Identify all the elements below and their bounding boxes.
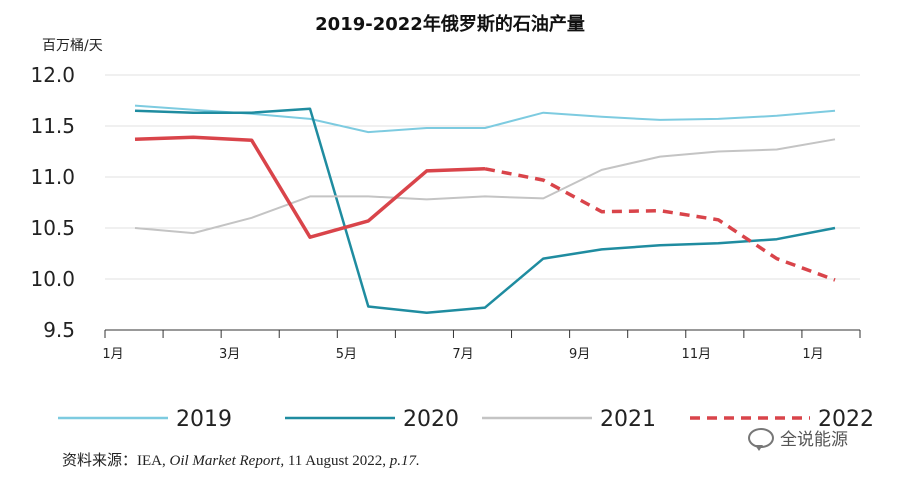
source-report: Oil Market Report, xyxy=(169,453,285,469)
x-tick-label: 1月 xyxy=(102,347,123,362)
chart-title: 2019-2022年俄罗斯的石油产量 xyxy=(315,13,585,35)
y-tick-label: 10.0 xyxy=(30,267,75,291)
x-tick-label: 9月 xyxy=(569,347,590,362)
x-tick-label: 3月 xyxy=(219,347,240,362)
source-org: IEA, xyxy=(137,453,170,469)
y-tick-label: 10.5 xyxy=(30,216,75,240)
x-tick-label: 1月 xyxy=(802,347,823,362)
source-date: 11 August 2022, xyxy=(284,453,390,469)
series-line-2019 xyxy=(134,104,836,134)
x-tick-label: 5月 xyxy=(336,347,357,362)
legend-label-2020: 2020 xyxy=(403,407,459,432)
y-axis-label: 百万桶/天 xyxy=(42,38,103,54)
series-line-2021 xyxy=(134,138,836,235)
source-note: 资料来源：IEA, Oil Market Report, 11 August 2… xyxy=(62,449,420,470)
chat-bubble-icon xyxy=(748,427,774,451)
source-prefix: 资料来源： xyxy=(62,453,138,469)
y-tick-label: 11.0 xyxy=(30,165,75,189)
series-line-2020 xyxy=(134,107,836,314)
x-tick-label: 11月 xyxy=(682,347,712,362)
y-tick-label: 11.5 xyxy=(30,114,75,138)
legend-label-2019: 2019 xyxy=(176,407,232,432)
x-tick-label: 7月 xyxy=(452,347,473,362)
y-tick-label: 12.0 xyxy=(30,63,75,87)
series-line-2022 xyxy=(134,135,486,239)
y-tick-label: 9.5 xyxy=(43,318,75,342)
series-line-2022-forecast xyxy=(484,167,836,282)
legend-label-2022: 2022 xyxy=(818,407,874,432)
watermark-text: 全说能源 xyxy=(780,430,848,450)
source-page: p.17. xyxy=(389,453,420,469)
legend-label-2021: 2021 xyxy=(600,407,656,432)
watermark: 全说能源 xyxy=(748,425,848,451)
